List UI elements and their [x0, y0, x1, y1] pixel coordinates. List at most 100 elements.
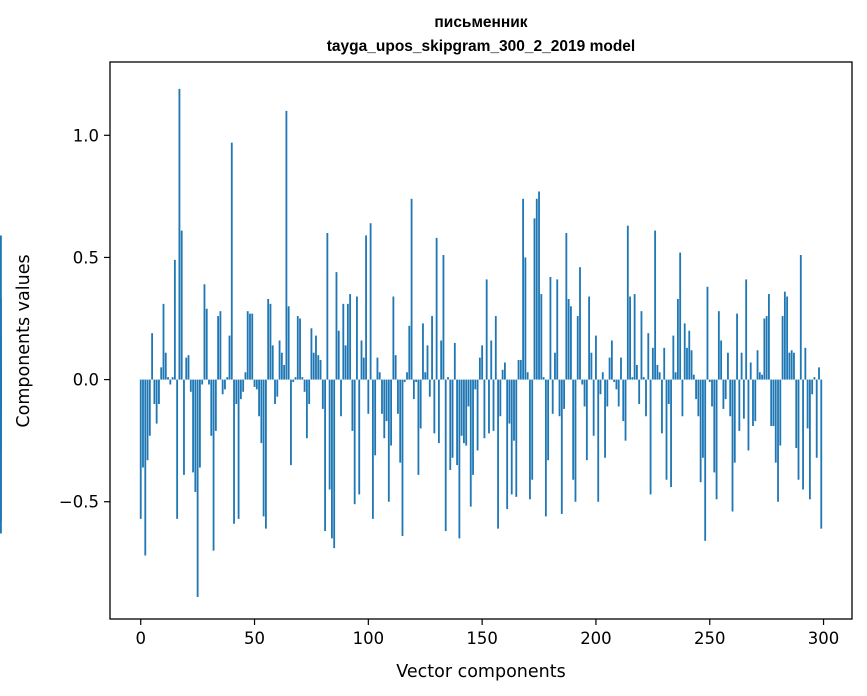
bar-4: [148, 379, 151, 436]
bar-223: [647, 333, 650, 380]
bar-55: [265, 379, 267, 529]
bar-232: [667, 379, 670, 405]
bar-159: [501, 369, 504, 380]
bar-102: [371, 379, 374, 519]
bar-122: [417, 379, 420, 475]
bar-14: [171, 377, 174, 380]
bar-130: [435, 237, 438, 380]
bar-51: [255, 379, 258, 390]
bar-2: [144, 379, 147, 556]
bar-129: [433, 379, 436, 434]
bar-124: [422, 323, 424, 380]
bar-120: [412, 379, 415, 400]
bar-260: [731, 379, 734, 512]
bar-292: [804, 347, 807, 380]
bar-193: [579, 267, 581, 380]
bar-142: [463, 379, 465, 444]
bar-65: [287, 306, 290, 380]
bar-76: [312, 352, 315, 380]
bar-157: [497, 379, 499, 529]
bar-97: [360, 340, 363, 380]
bar-191: [574, 379, 577, 502]
bar-47: [246, 311, 249, 380]
bar-221: [642, 377, 645, 380]
bar-50: [253, 379, 256, 387]
bar-247: [702, 379, 704, 458]
bar-263: [738, 379, 741, 431]
bar-166: [517, 360, 520, 380]
bar-135: [447, 377, 449, 380]
bar-10: [162, 303, 165, 380]
bar-153: [488, 379, 490, 434]
bar-110: [390, 379, 392, 446]
bar-138: [453, 342, 456, 380]
bar-202: [599, 379, 602, 395]
bar-68: [294, 377, 297, 380]
bar-undefined: [0, 298, 2, 380]
bar-84: [331, 379, 333, 539]
bar-58: [271, 345, 274, 380]
bar-33: [214, 379, 217, 431]
bar-114: [399, 379, 402, 463]
bar-63: [283, 364, 286, 380]
bar-259: [729, 379, 732, 417]
bar-136: [449, 379, 452, 470]
bar-168: [522, 198, 525, 380]
bar-119: [410, 198, 413, 380]
bar-143: [465, 379, 468, 446]
x-axis: 0 50 100 150 200 250 300: [135, 619, 839, 648]
bar-15: [173, 259, 176, 380]
bar-115: [401, 379, 404, 536]
bar-230: [663, 347, 666, 380]
bar-238: [681, 379, 684, 417]
bar-89: [342, 303, 345, 380]
bar-22: [189, 379, 192, 392]
bar-285: [788, 352, 791, 380]
x-tick-label-50: 50: [244, 629, 265, 648]
bar-243: [692, 374, 695, 380]
bar-176: [540, 294, 543, 380]
plot-area: [0, 61, 853, 620]
bar-227: [656, 364, 659, 380]
bar-94: [353, 379, 356, 505]
bar-9: [160, 367, 163, 380]
bar-210: [617, 379, 620, 407]
bar-294: [808, 379, 811, 500]
bar-295: [811, 379, 814, 395]
bar-267: [747, 379, 750, 451]
bar-24: [194, 379, 197, 492]
bar-56: [267, 298, 270, 380]
bar-289: [797, 379, 800, 480]
bar-8: [158, 379, 160, 405]
bar-31: [210, 379, 213, 436]
bar-series: [0, 88, 823, 598]
bar-99: [365, 235, 367, 380]
bar-104: [376, 357, 379, 380]
bar-79: [319, 360, 322, 380]
bar-154: [490, 340, 493, 380]
bar-126: [426, 345, 429, 380]
bar-276: [768, 294, 770, 380]
bar-98: [362, 357, 365, 380]
bar-290: [799, 255, 802, 380]
bar-241: [688, 330, 691, 380]
bar-118: [408, 325, 411, 380]
bar-251: [711, 379, 713, 407]
bar-152: [485, 279, 488, 380]
bar-252: [713, 379, 716, 473]
bar-192: [576, 316, 579, 380]
bar-19: [183, 379, 185, 475]
bar-245: [697, 379, 700, 417]
bar-197: [588, 296, 591, 380]
chart-subtitle: tayga_upos_skipgram_300_2_2019 model: [327, 38, 635, 55]
bar-299: [820, 379, 823, 529]
bar-11: [164, 352, 167, 380]
bar-204: [604, 379, 606, 458]
bar-212: [622, 379, 625, 422]
bar-90: [344, 345, 347, 380]
bar-181: [551, 379, 554, 414]
bar-101: [369, 223, 372, 380]
bar-12: [167, 377, 169, 380]
bar-66: [290, 379, 292, 466]
bar-45: [242, 379, 245, 392]
